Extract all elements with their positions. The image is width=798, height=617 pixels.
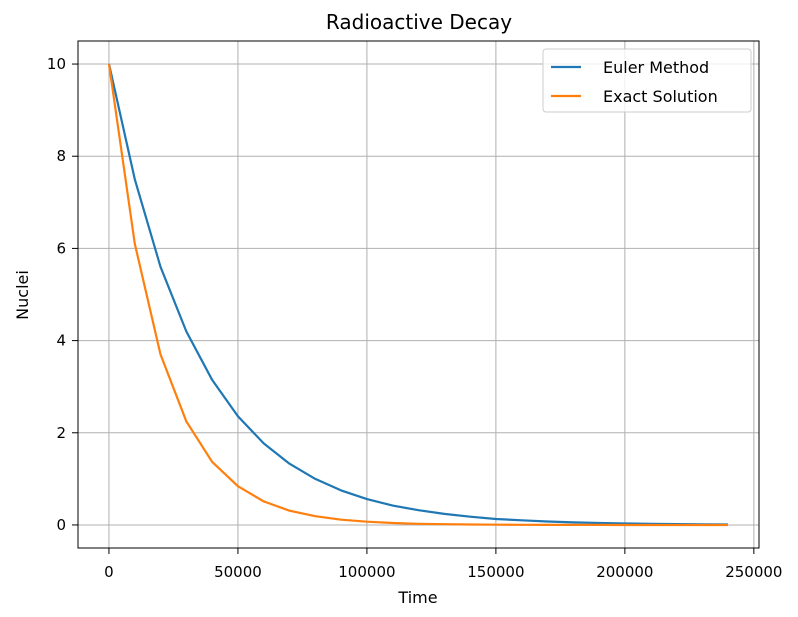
- x-tick-label: 0: [104, 563, 114, 581]
- legend-entry-1: Exact Solution: [603, 87, 718, 106]
- y-axis-label: Nuclei: [13, 270, 32, 320]
- x-tick-label: 200000: [596, 563, 653, 581]
- x-axis-ticks: 0 50000 100000 150000 200000 250000: [104, 548, 782, 581]
- y-tick-label: 2: [56, 424, 66, 442]
- y-axis-ticks: 0 2 4 6 8 10: [47, 55, 78, 534]
- series-line-1: [107, 63, 728, 527]
- chart-title: Radioactive Decay: [326, 10, 512, 34]
- x-tick-label: 150000: [467, 563, 524, 581]
- x-axis-label: Time: [397, 588, 437, 607]
- x-tick-label: 50000: [214, 563, 262, 581]
- grid-lines: [78, 41, 759, 548]
- x-tick-label: 100000: [338, 563, 395, 581]
- y-tick-label: 10: [47, 55, 66, 73]
- x-tick-label: 250000: [725, 563, 782, 581]
- legend-entry-0: Euler Method: [603, 58, 709, 77]
- y-tick-label: 8: [56, 147, 66, 165]
- y-tick-label: 6: [56, 239, 66, 257]
- y-tick-label: 0: [56, 516, 66, 534]
- plot-series: [107, 63, 729, 527]
- legend-box: [542, 48, 752, 113]
- plot-frame: [77, 40, 760, 549]
- y-tick-label: 4: [56, 332, 66, 350]
- series-line-0: [107, 63, 729, 526]
- legend: Euler Method Exact Solution: [542, 48, 752, 113]
